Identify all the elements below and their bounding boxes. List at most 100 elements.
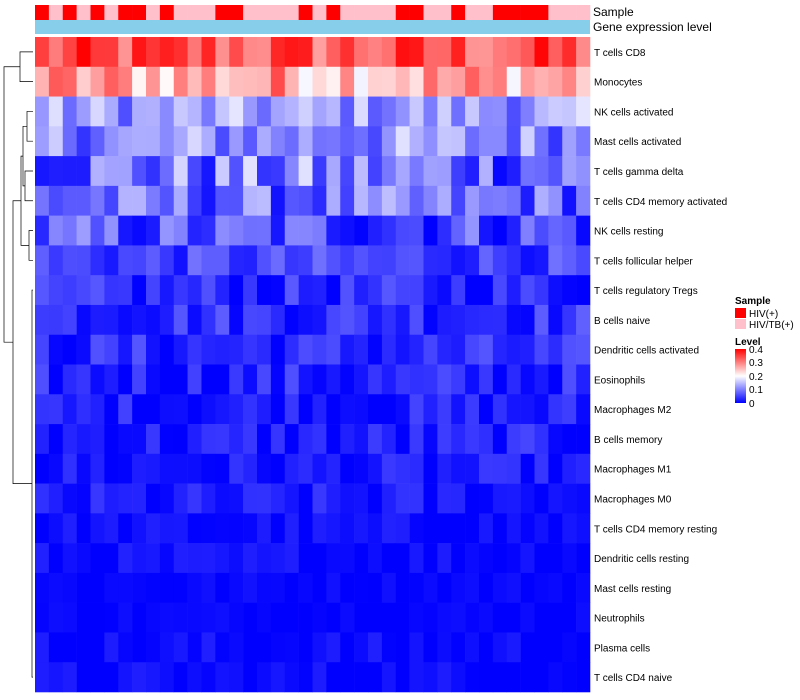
heatmap-cell bbox=[381, 126, 397, 157]
heatmap-cell bbox=[173, 483, 188, 514]
heatmap-cell bbox=[104, 66, 119, 97]
heatmap-cell bbox=[492, 513, 508, 544]
heatmap-cell bbox=[492, 572, 508, 603]
heatmap-cell bbox=[506, 572, 521, 603]
heatmap-cell bbox=[395, 334, 410, 365]
heatmap-cell bbox=[520, 543, 535, 574]
heatmap-cell bbox=[368, 662, 383, 693]
heatmap-cell bbox=[326, 215, 341, 246]
heatmap-cell bbox=[562, 96, 577, 127]
heatmap-cell bbox=[62, 96, 77, 127]
heatmap-cell bbox=[395, 275, 410, 306]
heatmap-cell bbox=[35, 156, 50, 187]
heatmap-cell bbox=[423, 602, 438, 633]
sample-annotation-cell bbox=[243, 5, 258, 20]
sample-annotation-cell bbox=[506, 5, 521, 20]
heatmap-cell bbox=[354, 275, 369, 306]
heatmap-cell bbox=[62, 424, 77, 455]
heatmap-cell bbox=[354, 602, 369, 633]
heatmap-cell bbox=[270, 96, 286, 127]
heatmap-cell bbox=[354, 37, 369, 68]
heatmap-cell bbox=[437, 245, 452, 276]
heatmap-cell bbox=[173, 453, 188, 484]
heatmap-cell bbox=[146, 275, 161, 306]
sample-annotation-cell bbox=[437, 5, 452, 20]
heatmap-cell bbox=[159, 304, 175, 336]
heatmap-cell bbox=[146, 513, 161, 544]
heatmap-cell bbox=[201, 275, 216, 306]
heatmap-cell bbox=[187, 602, 202, 633]
heatmap-cell bbox=[229, 275, 244, 306]
heatmap-cell bbox=[298, 185, 313, 216]
heatmap-cell bbox=[62, 66, 77, 97]
heatmap-cell bbox=[270, 424, 286, 455]
heatmap-cell bbox=[520, 632, 535, 663]
heatmap-cell bbox=[90, 513, 105, 544]
level-tick-0-1: 0.1 bbox=[749, 385, 763, 396]
heatmap-cell bbox=[548, 185, 563, 216]
heatmap-cell bbox=[229, 602, 244, 633]
heatmap-cell bbox=[159, 185, 175, 216]
heatmap-cell bbox=[298, 572, 313, 603]
heatmap-cell bbox=[548, 245, 563, 276]
heatmap-cell bbox=[298, 424, 313, 455]
heatmap-cell bbox=[76, 513, 91, 544]
heatmap-cell bbox=[284, 394, 299, 425]
sample-annotation-cell bbox=[62, 5, 77, 20]
heatmap-cell bbox=[409, 453, 424, 484]
heatmap-cell bbox=[381, 275, 397, 306]
heatmap-cell bbox=[118, 275, 133, 306]
heatmap-cell bbox=[479, 185, 494, 216]
heatmap-cell bbox=[520, 96, 535, 127]
heatmap-cell bbox=[395, 245, 410, 276]
heatmap-cell bbox=[368, 483, 383, 514]
heatmap-cell bbox=[132, 662, 147, 693]
heatmap-cell bbox=[215, 215, 230, 246]
heatmap-cell bbox=[465, 96, 480, 127]
heatmap-cell bbox=[409, 245, 424, 276]
heatmap-cell bbox=[118, 424, 133, 455]
heatmap-cell bbox=[312, 543, 327, 574]
heatmap-cell bbox=[381, 96, 397, 127]
heatmap-cell bbox=[340, 453, 355, 484]
heatmap-cell bbox=[35, 126, 50, 157]
heatmap-cell bbox=[215, 483, 230, 514]
sample-annotation-cell bbox=[340, 5, 355, 20]
heatmap-cell bbox=[423, 662, 438, 693]
heatmap-cell bbox=[48, 424, 64, 455]
heatmap-cell bbox=[104, 96, 119, 127]
heatmap-cell bbox=[104, 185, 119, 216]
sample-annotation-cell bbox=[201, 5, 216, 20]
sample-annotation-cell bbox=[298, 5, 313, 20]
heatmap-cell bbox=[146, 304, 161, 336]
heatmap-cell bbox=[423, 66, 438, 97]
heatmap-cell bbox=[479, 334, 494, 365]
heatmap-cell bbox=[201, 572, 216, 603]
heatmap-cell bbox=[229, 364, 244, 395]
heatmap-cell bbox=[35, 334, 50, 365]
heatmap-cell bbox=[229, 572, 244, 603]
heatmap-cell bbox=[298, 394, 313, 425]
heatmap-cell bbox=[423, 424, 438, 455]
heatmap-cell bbox=[243, 662, 258, 693]
heatmap-cell bbox=[201, 662, 216, 693]
heatmap-cell bbox=[368, 543, 383, 574]
heatmap-cell bbox=[146, 662, 161, 693]
heatmap-cell bbox=[229, 66, 244, 97]
heatmap-cell bbox=[215, 275, 230, 306]
heatmap-cell bbox=[132, 334, 147, 365]
sample-annotation-cell bbox=[451, 5, 466, 20]
level-legend: Level 0.4 0.3 0.2 0.1 0 bbox=[735, 337, 763, 410]
heatmap-cell bbox=[451, 156, 466, 187]
heatmap-cell bbox=[270, 215, 286, 246]
heatmap-cell bbox=[173, 513, 188, 544]
heatmap-cell bbox=[90, 37, 105, 68]
heatmap-cell bbox=[354, 304, 369, 336]
heatmap-cell bbox=[368, 66, 383, 97]
heatmap-cell bbox=[395, 66, 410, 97]
heatmap-cell bbox=[173, 156, 188, 187]
heatmap-cell bbox=[146, 364, 161, 395]
heatmap-cell bbox=[257, 513, 272, 544]
heatmap-cell bbox=[326, 334, 341, 365]
